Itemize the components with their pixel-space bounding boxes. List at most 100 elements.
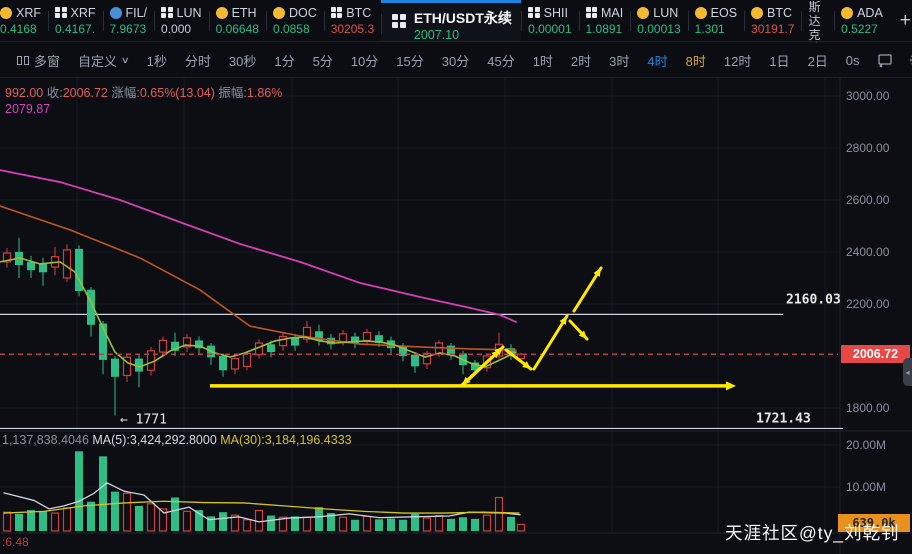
ticker-symbol-row: BTC: [751, 6, 794, 20]
candle-body: [399, 345, 407, 356]
ma-slow-value: 2079.87: [5, 102, 51, 116]
volume-bar: [459, 517, 467, 531]
volume-bar: [135, 505, 143, 531]
timeframe-5分[interactable]: 5分: [304, 51, 342, 70]
timeframe-3时[interactable]: 3时: [600, 51, 638, 70]
ticker-symbol: DOC: [288, 5, 317, 20]
multi-window-label: 多窗: [34, 53, 61, 69]
ticker-ADA[interactable]: ADA 0.5227: [834, 0, 890, 41]
volume-bar: [230, 514, 240, 532]
volume-bar: [219, 512, 227, 531]
candle-body: [111, 358, 119, 377]
ticker-symbol-row: XRF: [0, 6, 41, 20]
timeframe-15分[interactable]: 15分: [387, 51, 432, 70]
ticker-symbol: ADA: [857, 5, 883, 20]
ticker-symbol: LUN: [653, 5, 679, 20]
timeframe-label: 1分: [274, 53, 295, 69]
settings-gear-icon[interactable]: [901, 52, 912, 68]
ticker-BTC[interactable]: BTC 30205.3: [323, 0, 381, 41]
ticker-FIL/[interactable]: FIL/7.9673: [102, 0, 155, 41]
timeframe-label: 0s: [845, 52, 860, 68]
timeframe-1时[interactable]: 1时: [524, 51, 562, 70]
candle-body: [278, 335, 288, 347]
candlestick-chart[interactable]: 2160.03 1721.43 ← 1771: [0, 78, 912, 554]
volume-ma5: MA(5):3,424,292.8000: [92, 433, 217, 447]
ticker-LUN[interactable]: LUN 0.00013: [630, 0, 687, 41]
volume-bar: [242, 519, 252, 532]
volume-bar: [122, 492, 132, 532]
ticker-symbol: FIL/: [125, 5, 148, 20]
ma-fast-line: [0, 257, 517, 368]
timeframe-30分[interactable]: 30分: [433, 51, 478, 70]
panel-collapse-handle[interactable]: ◂: [903, 358, 912, 386]
candle-body: [87, 289, 95, 325]
ticker-symbol-row: EOS: [694, 6, 737, 20]
volume-bar: [195, 510, 203, 531]
volume-bar: [171, 497, 179, 531]
chevron-down-icon: ∨: [120, 54, 130, 65]
candle-body: [516, 353, 526, 360]
ticker-DOC[interactable]: DOC 0.0858: [265, 0, 324, 41]
volume-bar: [338, 516, 348, 532]
timeframe-12时[interactable]: 12时: [715, 51, 760, 70]
candle-body: [27, 261, 35, 271]
candle-body: [75, 248, 83, 291]
ma-mid-line: [0, 205, 517, 351]
ticker-price: 0.00013: [637, 21, 681, 36]
volume-bar: [507, 516, 515, 531]
low-value: 992.00: [5, 86, 44, 100]
coin-icon: [109, 6, 122, 19]
custom-interval-dropdown[interactable]: 自定义 ∨: [69, 51, 138, 70]
custom-interval-label: 自定义: [78, 53, 118, 69]
timeframe-1秒[interactable]: 1秒: [138, 51, 176, 70]
toolbar-right-icons: 未命名∨: [869, 32, 912, 89]
price-tick-1800: 1800.00: [846, 401, 890, 415]
ticker-price: 30191.7: [751, 21, 795, 36]
timeframe-分时[interactable]: 分时: [176, 51, 220, 70]
last-price-badge: 2006.72: [841, 345, 910, 364]
timeframe-45分[interactable]: 45分: [478, 51, 523, 70]
timeframe-4时[interactable]: 4时: [638, 51, 676, 70]
timeframe-1分[interactable]: 1分: [265, 51, 303, 70]
add-ticker-button[interactable]: +: [899, 9, 911, 31]
volume-bar: [15, 513, 23, 531]
timeframe-0s[interactable]: 0s: [837, 53, 869, 68]
ticker-EOS[interactable]: EOS 1.301: [687, 0, 744, 41]
candle-body: [195, 340, 203, 349]
ticker-MAI[interactable]: MAI 1.0891: [578, 0, 631, 41]
ticker-symbol-row: SHII: [528, 6, 571, 20]
volume-bar: [39, 511, 47, 531]
ticker-symbol: BTC: [346, 5, 372, 20]
ticker-symbol-row: LUN: [637, 6, 680, 20]
ticker-SHII[interactable]: SHII 0.00001: [521, 0, 578, 41]
tab-ETH/USDT永续[interactable]: ETH/USDT永续 2007.10: [381, 0, 522, 42]
volume-bar: [327, 513, 335, 531]
timeframe-label: 1时: [532, 53, 553, 69]
level-label: 1721.43: [756, 411, 811, 426]
chart-area[interactable]: 2160.03 1721.43 ← 1771 992.00 收:2006.72 涨幅…: [0, 78, 912, 554]
ticker-纳斯达[interactable]: 纳斯达克综..: [801, 0, 834, 56]
low-annotation: ← 1771: [120, 413, 167, 428]
timeframe-label: 2日: [807, 53, 828, 69]
timeframe-10分[interactable]: 10分: [342, 51, 387, 70]
timeframe-8时[interactable]: 8时: [677, 51, 715, 70]
timeframe-2日[interactable]: 2日: [799, 51, 837, 70]
volume-bar: [207, 516, 215, 531]
screenshot-icon[interactable]: [869, 52, 901, 68]
annotation-arrow: [532, 314, 569, 371]
price-tick-2600: 2600.00: [846, 193, 890, 207]
timeframe-30秒[interactable]: 30秒: [220, 51, 265, 70]
multi-window-button[interactable]: 多窗: [8, 51, 69, 70]
volume-bar: [411, 513, 419, 531]
ticker-XRF[interactable]: XRF 0.4168: [0, 0, 48, 41]
ticker-BTC[interactable]: BTC 30191.7: [744, 0, 801, 41]
volume-badge: 639.0k: [838, 514, 910, 532]
ticker-LUN[interactable]: LUN 0.000: [154, 0, 209, 41]
ticker-ETH[interactable]: ETH 0.06648: [208, 0, 266, 41]
coin-icon: [215, 6, 228, 19]
volume-bar: [291, 516, 299, 531]
ticker-XRF[interactable]: XRF 0.4167.: [48, 0, 103, 41]
timeframe-2时[interactable]: 2时: [562, 51, 600, 70]
timeframe-1日[interactable]: 1日: [760, 51, 798, 70]
